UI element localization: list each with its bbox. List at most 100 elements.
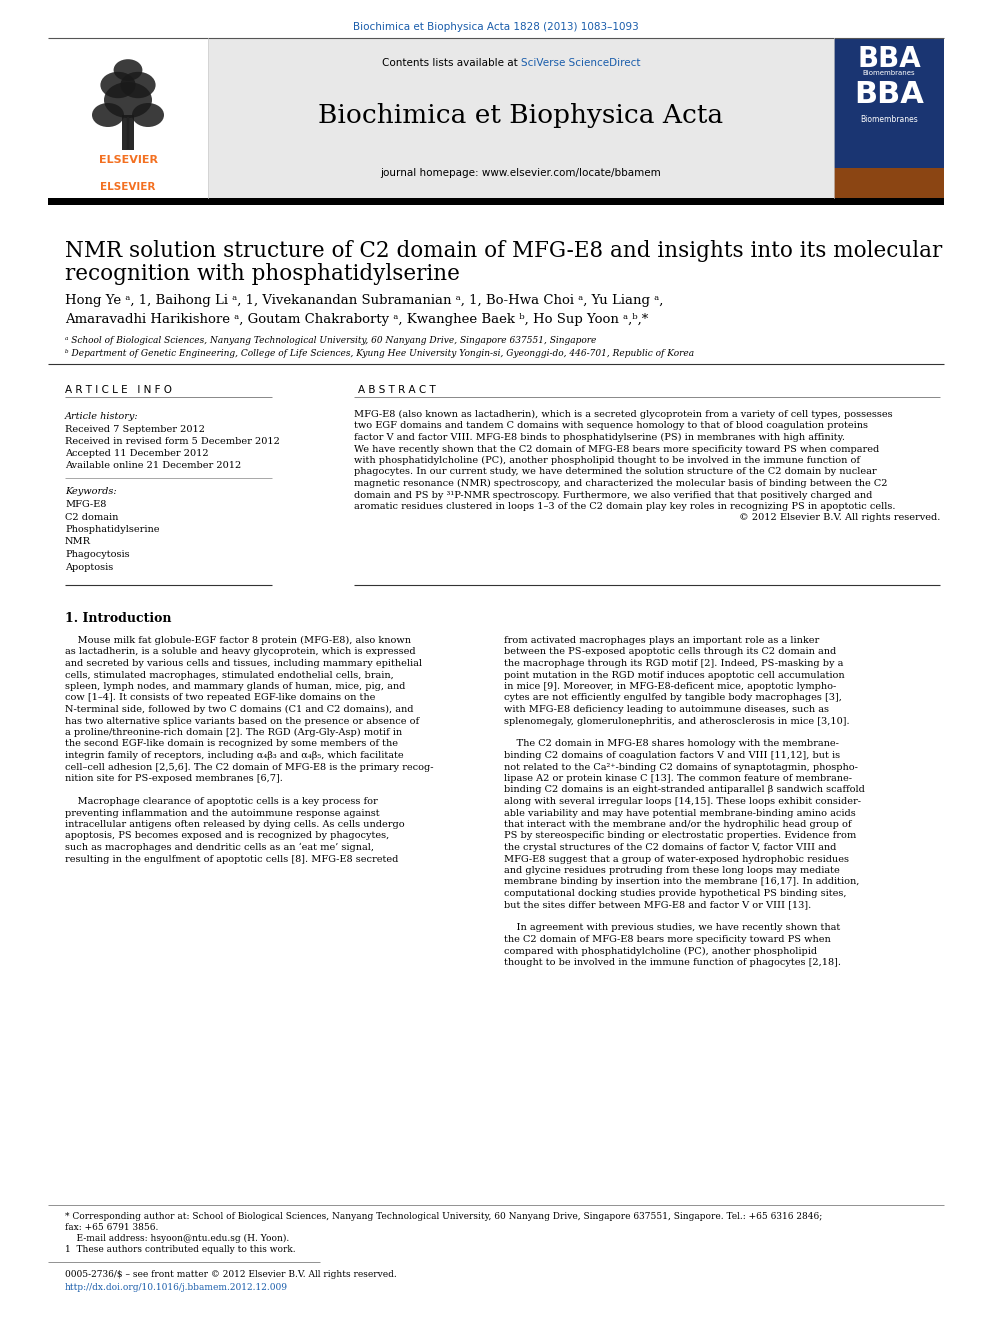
Text: MFG-E8: MFG-E8 bbox=[65, 500, 106, 509]
Text: cells, stimulated macrophages, stimulated endothelial cells, brain,: cells, stimulated macrophages, stimulate… bbox=[65, 671, 394, 680]
Bar bbox=[48, 38, 208, 198]
Text: thought to be involved in the immune function of phagocytes [2,18].: thought to be involved in the immune fun… bbox=[504, 958, 841, 967]
Text: In agreement with previous studies, we have recently shown that: In agreement with previous studies, we h… bbox=[504, 923, 840, 933]
Text: MFG-E8 suggest that a group of water-exposed hydrophobic residues: MFG-E8 suggest that a group of water-exp… bbox=[504, 855, 849, 864]
Text: a proline/threonine-rich domain [2]. The RGD (Arg-Gly-Asp) motif in: a proline/threonine-rich domain [2]. The… bbox=[65, 728, 402, 737]
Text: point mutation in the RGD motif induces apoptotic cell accumulation: point mutation in the RGD motif induces … bbox=[504, 671, 844, 680]
Text: the macrophage through its RGD motif [2]. Indeed, PS-masking by a: the macrophage through its RGD motif [2]… bbox=[504, 659, 843, 668]
Text: with phosphatidylcholine (PC), another phospholipid thought to be involved in th: with phosphatidylcholine (PC), another p… bbox=[354, 456, 860, 466]
Text: Biomembranes: Biomembranes bbox=[863, 70, 916, 75]
Text: recognition with phosphatidylserine: recognition with phosphatidylserine bbox=[65, 263, 460, 284]
Text: Received in revised form 5 December 2012: Received in revised form 5 December 2012 bbox=[65, 437, 280, 446]
Text: Mouse milk fat globule-EGF factor 8 protein (MFG-E8), also known: Mouse milk fat globule-EGF factor 8 prot… bbox=[65, 636, 411, 646]
Text: between the PS-exposed apoptotic cells through its C2 domain and: between the PS-exposed apoptotic cells t… bbox=[504, 647, 836, 656]
Bar bbox=[48, 198, 944, 205]
Text: C2 domain: C2 domain bbox=[65, 512, 118, 521]
Text: Amaravadhi Harikishore ᵃ, Goutam Chakraborty ᵃ, Kwanghee Baek ᵇ, Ho Sup Yoon ᵃ,ᵇ: Amaravadhi Harikishore ᵃ, Goutam Chakrab… bbox=[65, 314, 648, 325]
Text: fax: +65 6791 3856.: fax: +65 6791 3856. bbox=[65, 1222, 159, 1232]
Text: apoptosis, PS becomes exposed and is recognized by phagocytes,: apoptosis, PS becomes exposed and is rec… bbox=[65, 831, 389, 840]
Text: binding C2 domains is an eight-stranded antiparallel β sandwich scaffold: binding C2 domains is an eight-stranded … bbox=[504, 786, 865, 795]
Text: intracellular antigens often released by dying cells. As cells undergo: intracellular antigens often released by… bbox=[65, 820, 405, 830]
Text: SciVerse ScienceDirect: SciVerse ScienceDirect bbox=[521, 58, 641, 67]
Bar bbox=[834, 168, 944, 198]
Bar bbox=[834, 38, 944, 198]
Text: http://dx.doi.org/10.1016/j.bbamem.2012.12.009: http://dx.doi.org/10.1016/j.bbamem.2012.… bbox=[65, 1283, 288, 1293]
Text: phagocytes. In our current study, we have determined the solution structure of t: phagocytes. In our current study, we hav… bbox=[354, 467, 877, 476]
Text: ELSEVIER: ELSEVIER bbox=[98, 155, 158, 165]
Text: 1  These authors contributed equally to this work.: 1 These authors contributed equally to t… bbox=[65, 1245, 296, 1254]
Ellipse shape bbox=[114, 60, 143, 81]
Text: Available online 21 December 2012: Available online 21 December 2012 bbox=[65, 460, 241, 470]
Text: cow [1–4]. It consists of two repeated EGF-like domains on the: cow [1–4]. It consists of two repeated E… bbox=[65, 693, 375, 703]
Text: as lactadherin, is a soluble and heavy glycoprotein, which is expressed: as lactadherin, is a soluble and heavy g… bbox=[65, 647, 416, 656]
Text: * Corresponding author at: School of Biological Sciences, Nanyang Technological : * Corresponding author at: School of Bio… bbox=[65, 1212, 822, 1221]
Text: binding C2 domains of coagulation factors V and VIII [11,12], but is: binding C2 domains of coagulation factor… bbox=[504, 751, 840, 759]
Text: Contents lists available at: Contents lists available at bbox=[382, 58, 521, 67]
Text: A R T I C L E   I N F O: A R T I C L E I N F O bbox=[65, 385, 172, 396]
Text: splenomegaly, glomerulonephritis, and atherosclerosis in mice [3,10].: splenomegaly, glomerulonephritis, and at… bbox=[504, 717, 849, 725]
Text: Biomembranes: Biomembranes bbox=[860, 115, 918, 124]
Text: Biochimica et Biophysica Acta: Biochimica et Biophysica Acta bbox=[318, 103, 723, 128]
Text: NMR solution structure of C2 domain of MFG-E8 and insights into its molecular: NMR solution structure of C2 domain of M… bbox=[65, 239, 942, 262]
Text: ᵇ Department of Genetic Engineering, College of Life Sciences, Kyung Hee Univers: ᵇ Department of Genetic Engineering, Col… bbox=[65, 349, 694, 359]
Text: PS by stereospecific binding or electrostatic properties. Evidence from: PS by stereospecific binding or electros… bbox=[504, 831, 856, 840]
Text: that interact with the membrane and/or the hydrophilic head group of: that interact with the membrane and/or t… bbox=[504, 820, 851, 830]
Text: ELSEVIER: ELSEVIER bbox=[100, 183, 156, 192]
Text: has two alternative splice variants based on the presence or absence of: has two alternative splice variants base… bbox=[65, 717, 420, 725]
Text: 0005-2736/$ – see front matter © 2012 Elsevier B.V. All rights reserved.: 0005-2736/$ – see front matter © 2012 El… bbox=[65, 1270, 397, 1279]
Text: Article history:: Article history: bbox=[65, 411, 139, 421]
Text: lipase A2 or protein kinase C [13]. The common feature of membrane-: lipase A2 or protein kinase C [13]. The … bbox=[504, 774, 852, 783]
Text: Phosphatidylserine: Phosphatidylserine bbox=[65, 525, 160, 534]
Ellipse shape bbox=[100, 71, 136, 98]
Text: the second EGF-like domain is recognized by some members of the: the second EGF-like domain is recognized… bbox=[65, 740, 398, 749]
Text: along with several irregular loops [14,15]. These loops exhibit consider-: along with several irregular loops [14,1… bbox=[504, 796, 861, 806]
Text: in mice [9]. Moreover, in MFG-E8-deficent mice, apoptotic lympho-: in mice [9]. Moreover, in MFG-E8-deficen… bbox=[504, 681, 836, 691]
Text: journal homepage: www.elsevier.com/locate/bbamem: journal homepage: www.elsevier.com/locat… bbox=[381, 168, 662, 179]
Text: factor V and factor VIII. MFG-E8 binds to phosphatidylserine (PS) in membranes w: factor V and factor VIII. MFG-E8 binds t… bbox=[354, 433, 845, 442]
Text: MFG-E8 (also known as lactadherin), which is a secreted glycoprotein from a vari: MFG-E8 (also known as lactadherin), whic… bbox=[354, 410, 893, 419]
Text: ᵃ School of Biological Sciences, Nanyang Technological University, 60 Nanyang Dr: ᵃ School of Biological Sciences, Nanyang… bbox=[65, 336, 596, 345]
Text: We have recently shown that the C2 domain of MFG-E8 bears more specificity towar: We have recently shown that the C2 domai… bbox=[354, 445, 879, 454]
Text: Keywords:: Keywords: bbox=[65, 487, 117, 496]
Text: the C2 domain of MFG-E8 bears more specificity toward PS when: the C2 domain of MFG-E8 bears more speci… bbox=[504, 935, 830, 945]
Text: Apoptosis: Apoptosis bbox=[65, 562, 113, 572]
Ellipse shape bbox=[120, 71, 156, 98]
Text: Biochimica et Biophysica Acta 1828 (2013) 1083–1093: Biochimica et Biophysica Acta 1828 (2013… bbox=[353, 22, 639, 32]
Ellipse shape bbox=[92, 103, 124, 127]
Text: and glycine residues protruding from these long loops may mediate: and glycine residues protruding from the… bbox=[504, 867, 840, 875]
Text: BBA: BBA bbox=[857, 45, 921, 73]
Bar bbox=[208, 38, 834, 198]
Text: able variability and may have potential membrane-binding amino acids: able variability and may have potential … bbox=[504, 808, 856, 818]
Text: computational docking studies provide hypothetical PS binding sites,: computational docking studies provide hy… bbox=[504, 889, 846, 898]
Text: magnetic resonance (NMR) spectroscopy, and characterized the molecular basis of : magnetic resonance (NMR) spectroscopy, a… bbox=[354, 479, 888, 488]
Text: Accepted 11 December 2012: Accepted 11 December 2012 bbox=[65, 448, 208, 458]
Ellipse shape bbox=[132, 103, 164, 127]
Text: Received 7 September 2012: Received 7 September 2012 bbox=[65, 425, 205, 434]
Text: © 2012 Elsevier B.V. All rights reserved.: © 2012 Elsevier B.V. All rights reserved… bbox=[739, 513, 940, 523]
Text: such as macrophages and dendritic cells as an ‘eat me’ signal,: such as macrophages and dendritic cells … bbox=[65, 843, 374, 852]
Text: preventing inflammation and the autoimmune response against: preventing inflammation and the autoimmu… bbox=[65, 808, 380, 818]
Text: nition site for PS-exposed membranes [6,7].: nition site for PS-exposed membranes [6,… bbox=[65, 774, 283, 783]
Text: aromatic residues clustered in loops 1–3 of the C2 domain play key roles in reco: aromatic residues clustered in loops 1–3… bbox=[354, 501, 896, 511]
Text: BBA: BBA bbox=[854, 79, 924, 108]
Text: but the sites differ between MFG-E8 and factor V or VIII [13].: but the sites differ between MFG-E8 and … bbox=[504, 901, 811, 909]
Text: with MFG-E8 deficiency leading to autoimmune diseases, such as: with MFG-E8 deficiency leading to autoim… bbox=[504, 705, 829, 714]
Text: domain and PS by ³¹P-NMR spectroscopy. Furthermore, we also verified that that p: domain and PS by ³¹P-NMR spectroscopy. F… bbox=[354, 491, 872, 500]
Text: Macrophage clearance of apoptotic cells is a key process for: Macrophage clearance of apoptotic cells … bbox=[65, 796, 378, 806]
Text: integrin family of receptors, including α₄β₃ and α₄β₅, which facilitate: integrin family of receptors, including … bbox=[65, 751, 404, 759]
Text: spleen, lymph nodes, and mammary glands of human, mice, pig, and: spleen, lymph nodes, and mammary glands … bbox=[65, 681, 406, 691]
Text: resulting in the engulfment of apoptotic cells [8]. MFG-E8 secreted: resulting in the engulfment of apoptotic… bbox=[65, 855, 399, 864]
Ellipse shape bbox=[104, 82, 152, 118]
Text: The C2 domain in MFG-E8 shares homology with the membrane-: The C2 domain in MFG-E8 shares homology … bbox=[504, 740, 839, 749]
Text: membrane binding by insertion into the membrane [16,17]. In addition,: membrane binding by insertion into the m… bbox=[504, 877, 859, 886]
Text: N-terminal side, followed by two C domains (C1 and C2 domains), and: N-terminal side, followed by two C domai… bbox=[65, 705, 414, 714]
Text: cytes are not efficiently engulfed by tangible body macrophages [3],: cytes are not efficiently engulfed by ta… bbox=[504, 693, 842, 703]
Text: the crystal structures of the C2 domains of factor V, factor VIII and: the crystal structures of the C2 domains… bbox=[504, 843, 836, 852]
Text: cell–cell adhesion [2,5,6]. The C2 domain of MFG-E8 is the primary recog-: cell–cell adhesion [2,5,6]. The C2 domai… bbox=[65, 762, 434, 771]
Text: Hong Ye ᵃ, 1, Baihong Li ᵃ, 1, Vivekanandan Subramanian ᵃ, 1, Bo-Hwa Choi ᵃ, Yu : Hong Ye ᵃ, 1, Baihong Li ᵃ, 1, Vivekanan… bbox=[65, 294, 664, 307]
Text: E-mail address: hsyoon@ntu.edu.sg (H. Yoon).: E-mail address: hsyoon@ntu.edu.sg (H. Yo… bbox=[65, 1234, 290, 1244]
Text: NMR: NMR bbox=[65, 537, 91, 546]
Text: two EGF domains and tandem C domains with sequence homology to that of blood coa: two EGF domains and tandem C domains wit… bbox=[354, 422, 868, 430]
Text: and secreted by various cells and tissues, including mammary epithelial: and secreted by various cells and tissue… bbox=[65, 659, 422, 668]
Text: from activated macrophages plays an important role as a linker: from activated macrophages plays an impo… bbox=[504, 636, 819, 646]
